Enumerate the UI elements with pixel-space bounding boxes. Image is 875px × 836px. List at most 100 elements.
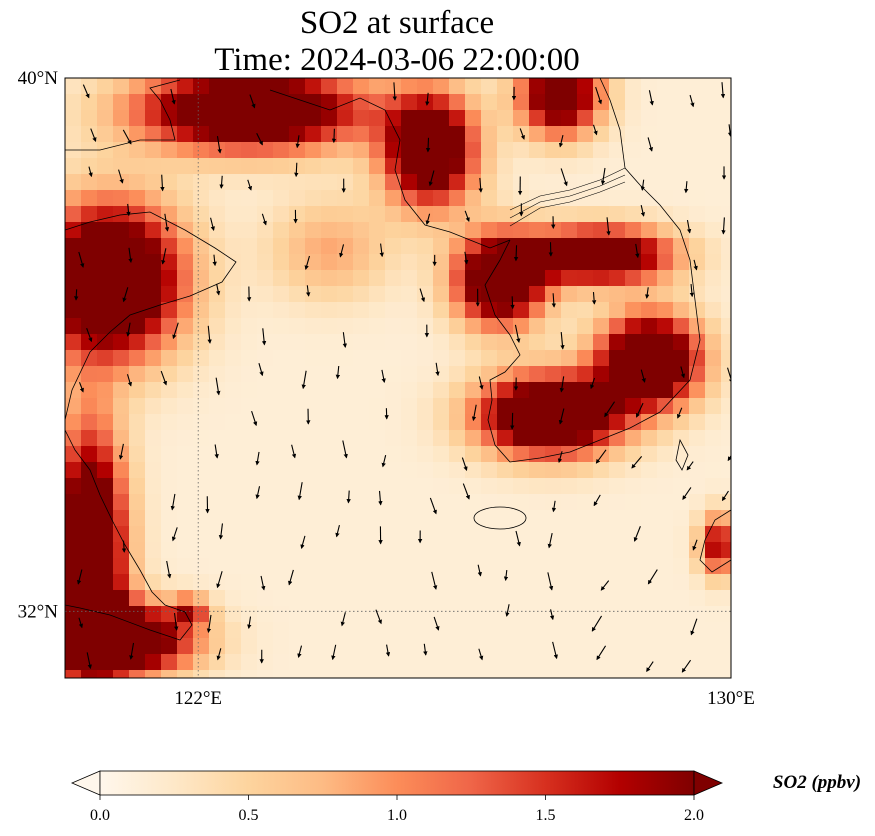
so2-cell xyxy=(401,414,418,431)
so2-cell xyxy=(513,558,530,575)
so2-cell xyxy=(209,254,226,271)
so2-cell xyxy=(689,670,706,678)
so2-cell xyxy=(449,622,466,639)
wind-arrow xyxy=(255,486,261,500)
wind-arrow xyxy=(726,367,731,384)
so2-cell xyxy=(385,270,402,287)
so2-cell xyxy=(273,638,290,655)
so2-cell xyxy=(545,574,562,591)
wind-arrow xyxy=(170,493,176,511)
so2-cell xyxy=(337,190,354,207)
so2-cell xyxy=(481,350,498,367)
so2-cell xyxy=(497,638,514,655)
so2-cell xyxy=(641,494,658,511)
so2-cell xyxy=(705,350,722,367)
so2-cell xyxy=(161,494,178,511)
so2-cell xyxy=(497,318,514,335)
so2-cell xyxy=(497,110,514,127)
so2-cell xyxy=(321,622,338,639)
so2-cell xyxy=(369,430,386,447)
wind-arrow xyxy=(727,124,731,137)
so2-cell xyxy=(561,558,578,575)
so2-cell xyxy=(433,414,450,431)
so2-cell xyxy=(705,654,722,671)
so2-cell xyxy=(161,190,178,207)
so2-cell xyxy=(289,94,306,111)
so2-cell xyxy=(721,366,731,383)
so2-cell xyxy=(593,542,610,559)
so2-cell xyxy=(705,398,722,415)
so2-cell xyxy=(577,590,594,607)
so2-cell xyxy=(689,574,706,591)
so2-cell xyxy=(721,142,731,159)
so2-cell xyxy=(689,110,706,127)
so2-cell xyxy=(305,430,322,447)
wind-arrow xyxy=(738,257,740,271)
so2-cell xyxy=(689,606,706,623)
so2-cell xyxy=(625,654,642,671)
so2-cell xyxy=(673,430,690,447)
so2-cell xyxy=(705,430,722,447)
so2-cell xyxy=(257,558,274,575)
so2-cell xyxy=(561,382,578,399)
map-title-line2: Time: 2024-03-06 22:00:00 xyxy=(214,42,579,78)
so2-cell xyxy=(177,446,194,463)
so2-cell xyxy=(721,78,731,95)
so2-cell xyxy=(593,622,610,639)
so2-cell xyxy=(497,398,514,415)
so2-cell xyxy=(673,206,690,223)
so2-cell xyxy=(193,638,210,655)
so2-cell xyxy=(273,318,290,335)
wind-arrow xyxy=(375,609,382,625)
so2-cell xyxy=(193,590,210,607)
so2-cell xyxy=(433,142,450,159)
so2-cell xyxy=(129,110,146,127)
so2-cell xyxy=(321,606,338,623)
so2-cell xyxy=(705,574,722,591)
so2-cell xyxy=(113,334,130,351)
so2-cell xyxy=(481,590,498,607)
so2-cell xyxy=(641,142,658,159)
so2-cell xyxy=(513,638,530,655)
so2-cell xyxy=(689,654,706,671)
so2-cell xyxy=(689,158,706,175)
so2-cell xyxy=(577,510,594,527)
so2-cell xyxy=(481,302,498,319)
so2-cell xyxy=(417,398,434,415)
so2-cell xyxy=(689,286,706,303)
so2-cell xyxy=(241,270,258,287)
so2-cell xyxy=(289,398,306,415)
so2-cell xyxy=(369,638,386,655)
so2-cell xyxy=(273,382,290,399)
so2-cell xyxy=(577,174,594,191)
so2-cell xyxy=(449,78,466,95)
wind-arrow xyxy=(686,461,694,471)
so2-cell xyxy=(65,622,82,639)
so2-cell xyxy=(705,158,722,175)
so2-cell xyxy=(721,542,731,559)
so2-cell xyxy=(529,110,546,127)
so2-cell xyxy=(465,622,482,639)
so2-cell xyxy=(369,446,386,463)
so2-cell xyxy=(241,254,258,271)
so2-cell xyxy=(113,606,130,623)
so2-cell xyxy=(193,558,210,575)
wind-arrow xyxy=(596,645,607,661)
so2-cell xyxy=(465,606,482,623)
so2-cell xyxy=(241,382,258,399)
so2-cell xyxy=(513,542,530,559)
so2-cell xyxy=(257,350,274,367)
so2-cell xyxy=(673,142,690,159)
wind-arrow xyxy=(461,457,468,472)
colorbar-extend-max xyxy=(693,770,724,796)
so2-cell xyxy=(385,494,402,511)
so2-cell xyxy=(305,462,322,479)
so2-cell xyxy=(593,638,610,655)
so2-cell xyxy=(609,302,626,319)
so2-cell xyxy=(321,414,338,431)
so2-cell xyxy=(689,174,706,191)
so2-cell xyxy=(657,430,674,447)
so2-cell xyxy=(385,542,402,559)
so2-cell xyxy=(145,78,162,95)
